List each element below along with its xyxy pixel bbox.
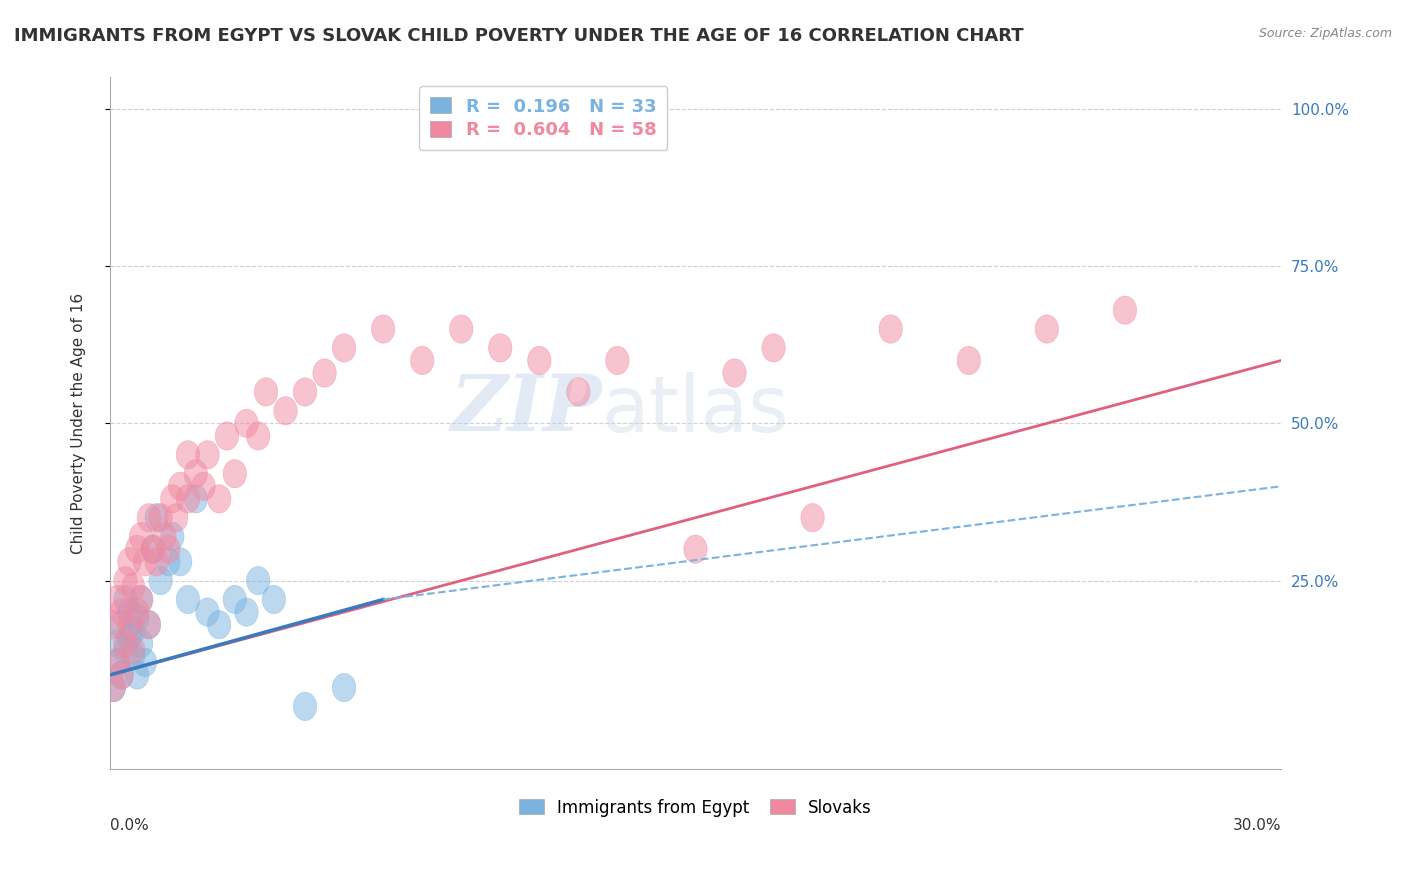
Ellipse shape — [208, 484, 231, 513]
Ellipse shape — [141, 535, 165, 564]
Ellipse shape — [411, 346, 434, 375]
Legend: Immigrants from Egypt, Slovaks: Immigrants from Egypt, Slovaks — [512, 792, 879, 823]
Ellipse shape — [488, 334, 512, 362]
Ellipse shape — [138, 610, 160, 639]
Ellipse shape — [156, 548, 180, 576]
Ellipse shape — [114, 630, 138, 657]
Ellipse shape — [527, 346, 551, 375]
Ellipse shape — [606, 346, 628, 375]
Ellipse shape — [103, 673, 125, 702]
Text: 30.0%: 30.0% — [1233, 818, 1281, 833]
Ellipse shape — [165, 504, 188, 532]
Ellipse shape — [224, 459, 246, 488]
Ellipse shape — [208, 610, 231, 639]
Ellipse shape — [125, 598, 149, 626]
Ellipse shape — [332, 673, 356, 702]
Text: ZIP: ZIP — [450, 371, 602, 448]
Ellipse shape — [129, 585, 153, 614]
Ellipse shape — [184, 459, 208, 488]
Ellipse shape — [138, 504, 160, 532]
Ellipse shape — [294, 378, 316, 406]
Ellipse shape — [149, 566, 173, 595]
Ellipse shape — [103, 673, 125, 702]
Ellipse shape — [110, 661, 134, 690]
Text: Source: ZipAtlas.com: Source: ZipAtlas.com — [1258, 27, 1392, 40]
Ellipse shape — [121, 616, 145, 645]
Ellipse shape — [129, 630, 153, 657]
Ellipse shape — [105, 648, 129, 676]
Ellipse shape — [195, 441, 219, 469]
Ellipse shape — [246, 566, 270, 595]
Ellipse shape — [125, 535, 149, 564]
Ellipse shape — [156, 535, 180, 564]
Ellipse shape — [235, 409, 259, 438]
Ellipse shape — [134, 648, 156, 676]
Ellipse shape — [567, 378, 591, 406]
Ellipse shape — [184, 484, 208, 513]
Ellipse shape — [169, 548, 191, 576]
Ellipse shape — [110, 610, 134, 639]
Ellipse shape — [606, 107, 628, 136]
Ellipse shape — [138, 610, 160, 639]
Ellipse shape — [141, 535, 165, 564]
Ellipse shape — [723, 359, 747, 387]
Ellipse shape — [121, 573, 145, 601]
Ellipse shape — [160, 523, 184, 550]
Ellipse shape — [801, 504, 824, 532]
Ellipse shape — [215, 422, 239, 450]
Ellipse shape — [145, 504, 169, 532]
Ellipse shape — [314, 359, 336, 387]
Ellipse shape — [118, 598, 141, 626]
Ellipse shape — [957, 346, 980, 375]
Ellipse shape — [683, 535, 707, 564]
Ellipse shape — [254, 378, 278, 406]
Ellipse shape — [149, 504, 173, 532]
Ellipse shape — [762, 334, 786, 362]
Ellipse shape — [118, 624, 141, 651]
Text: IMMIGRANTS FROM EGYPT VS SLOVAK CHILD POVERTY UNDER THE AGE OF 16 CORRELATION CH: IMMIGRANTS FROM EGYPT VS SLOVAK CHILD PO… — [14, 27, 1024, 45]
Ellipse shape — [125, 604, 149, 632]
Ellipse shape — [160, 484, 184, 513]
Ellipse shape — [169, 472, 191, 500]
Ellipse shape — [246, 422, 270, 450]
Ellipse shape — [153, 523, 176, 550]
Ellipse shape — [371, 315, 395, 343]
Ellipse shape — [110, 661, 134, 690]
Ellipse shape — [105, 648, 129, 676]
Ellipse shape — [879, 315, 903, 343]
Ellipse shape — [1114, 296, 1136, 325]
Text: atlas: atlas — [602, 372, 789, 448]
Ellipse shape — [118, 548, 141, 576]
Ellipse shape — [121, 642, 145, 670]
Ellipse shape — [129, 585, 153, 614]
Ellipse shape — [294, 692, 316, 721]
Ellipse shape — [450, 315, 472, 343]
Ellipse shape — [1035, 315, 1059, 343]
Ellipse shape — [145, 548, 169, 576]
Ellipse shape — [262, 585, 285, 614]
Text: 0.0%: 0.0% — [110, 818, 149, 833]
Ellipse shape — [129, 523, 153, 550]
Ellipse shape — [105, 630, 129, 657]
Ellipse shape — [195, 598, 219, 626]
Ellipse shape — [103, 610, 125, 639]
Ellipse shape — [121, 636, 145, 664]
Ellipse shape — [134, 548, 156, 576]
Ellipse shape — [235, 598, 259, 626]
Ellipse shape — [110, 598, 134, 626]
Ellipse shape — [118, 610, 141, 639]
Ellipse shape — [114, 585, 138, 614]
Ellipse shape — [114, 566, 138, 595]
Y-axis label: Child Poverty Under the Age of 16: Child Poverty Under the Age of 16 — [72, 293, 86, 554]
Ellipse shape — [274, 397, 297, 425]
Ellipse shape — [191, 472, 215, 500]
Ellipse shape — [125, 661, 149, 690]
Ellipse shape — [224, 585, 246, 614]
Ellipse shape — [176, 484, 200, 513]
Ellipse shape — [105, 585, 129, 614]
Ellipse shape — [176, 585, 200, 614]
Ellipse shape — [332, 334, 356, 362]
Ellipse shape — [114, 636, 138, 664]
Ellipse shape — [176, 441, 200, 469]
